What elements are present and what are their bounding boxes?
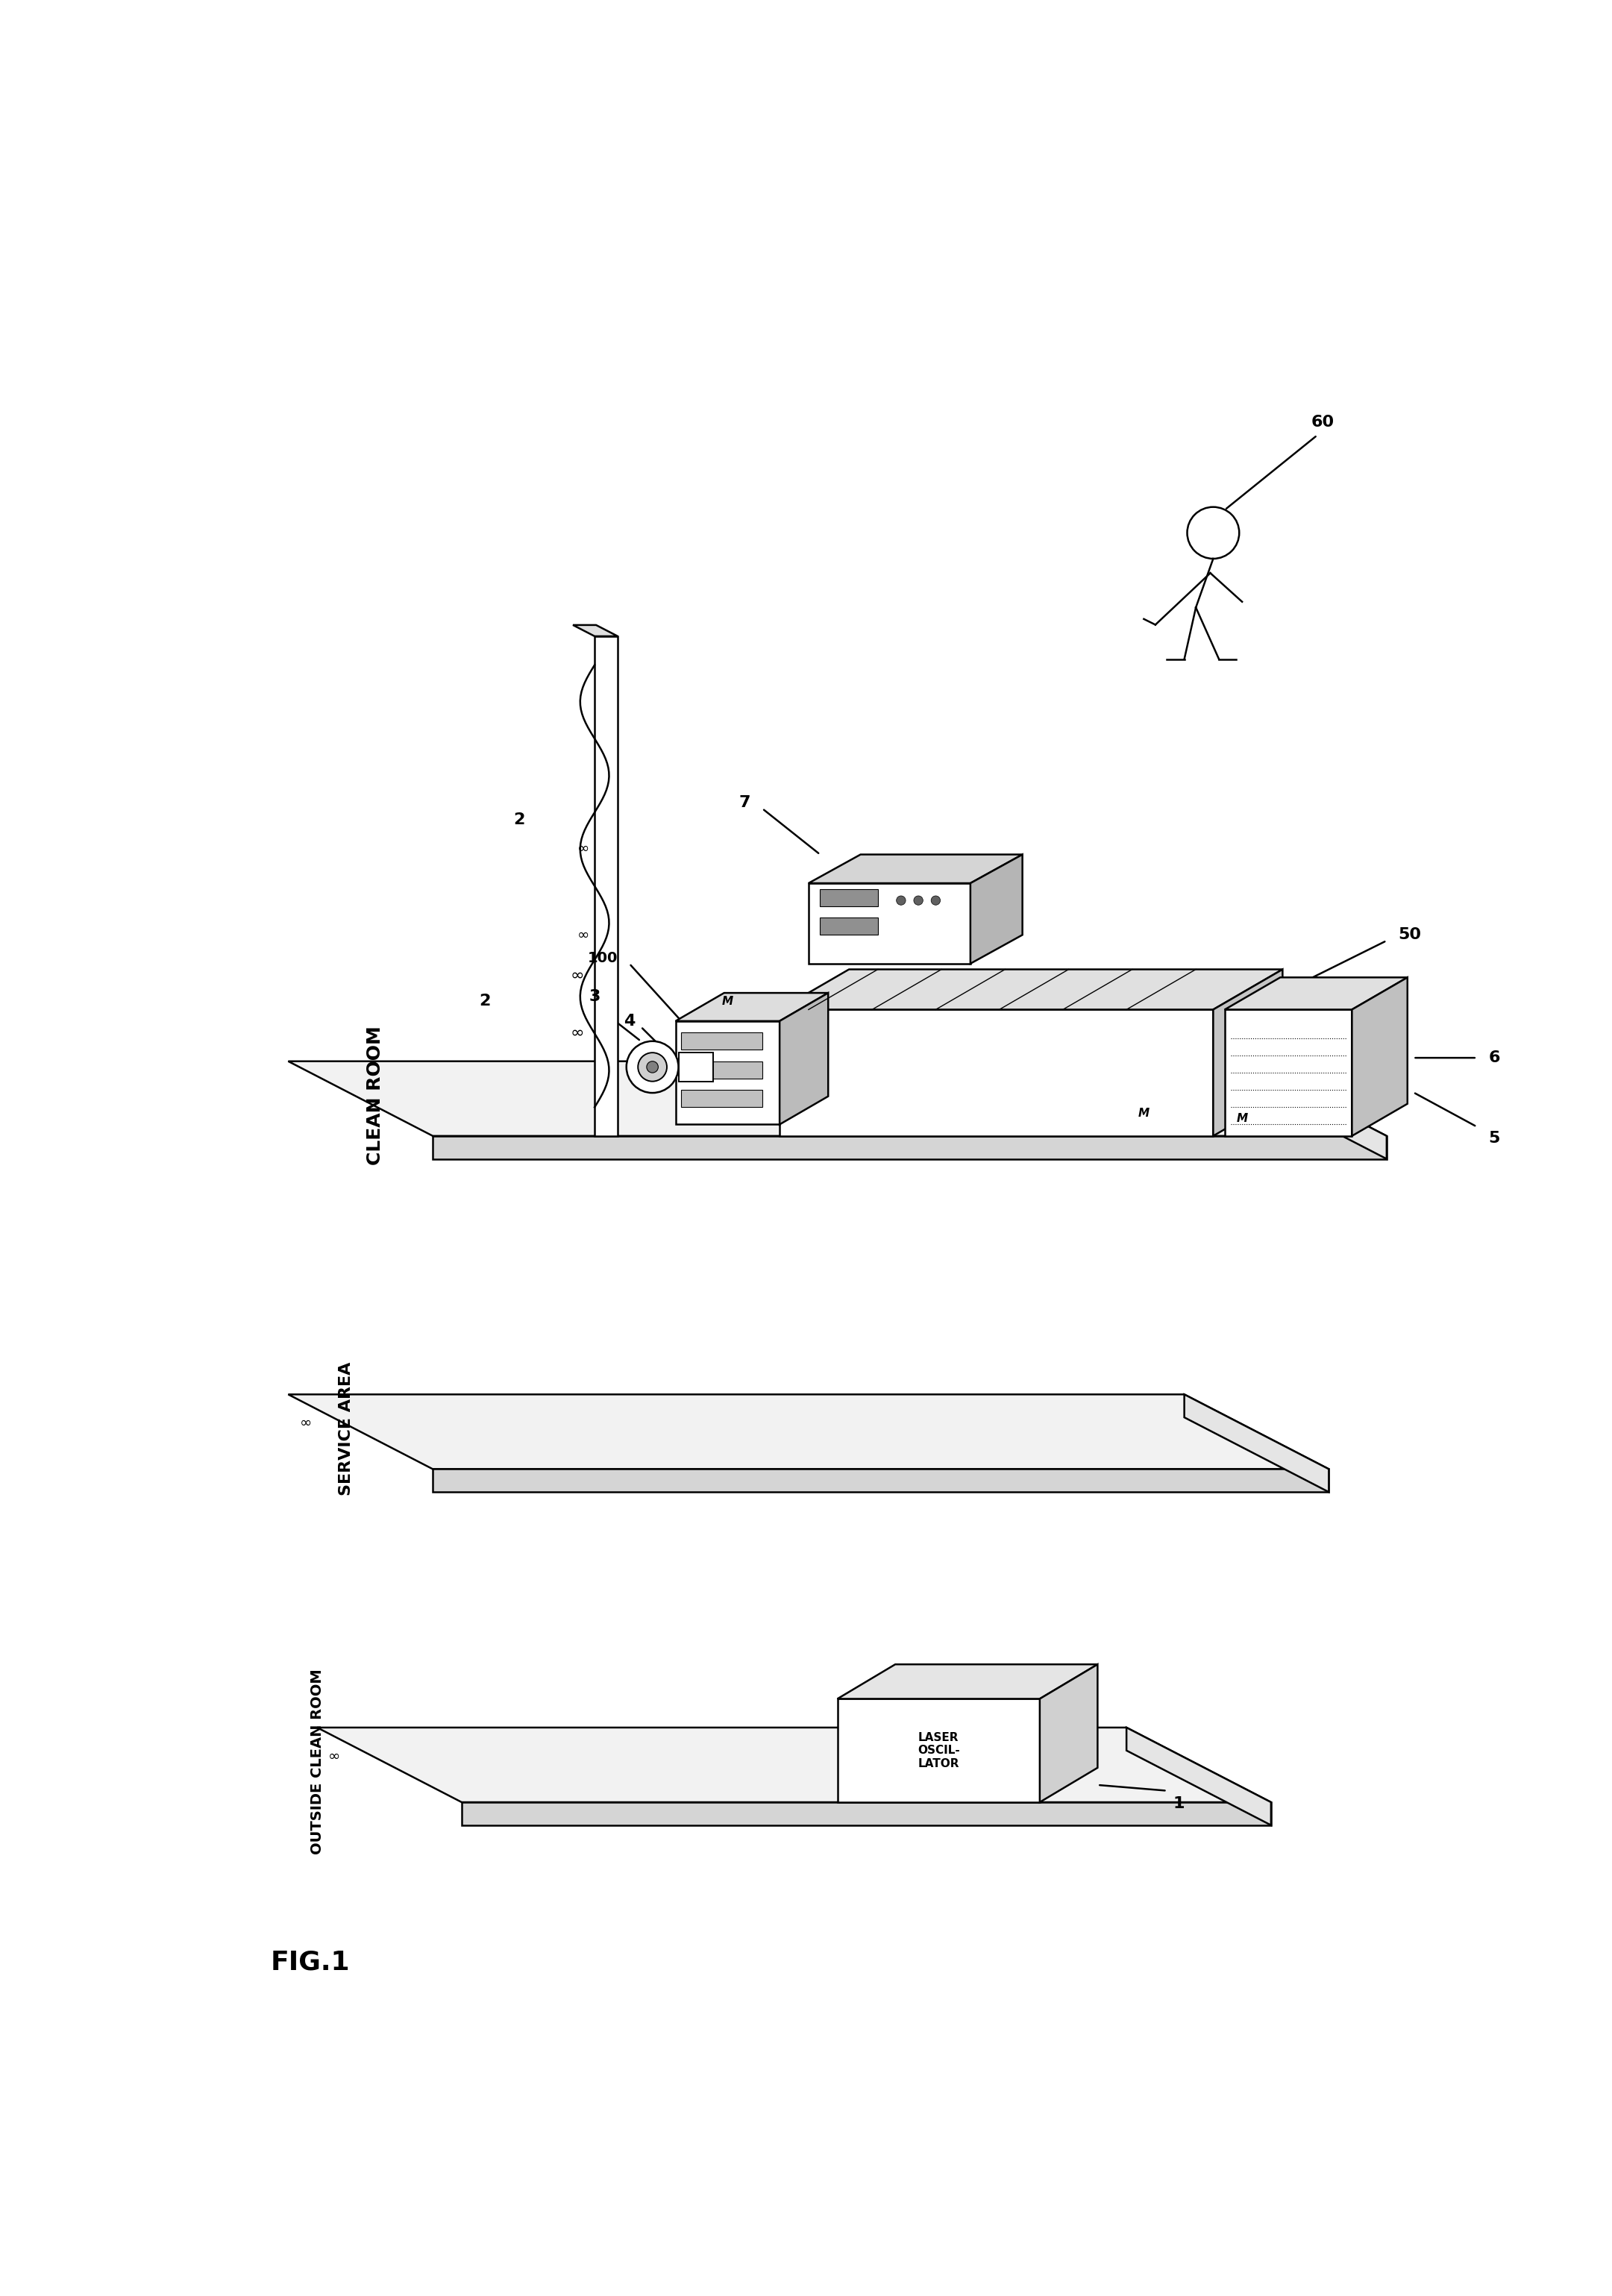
Polygon shape xyxy=(780,1010,1214,1137)
Text: 50: 50 xyxy=(1398,928,1422,941)
Bar xyxy=(821,889,879,907)
Polygon shape xyxy=(432,1469,1328,1492)
Circle shape xyxy=(896,895,906,905)
Text: 6: 6 xyxy=(1488,1049,1499,1065)
Polygon shape xyxy=(780,992,829,1125)
Circle shape xyxy=(1186,507,1240,558)
Polygon shape xyxy=(1127,1727,1270,1825)
Polygon shape xyxy=(318,1727,1270,1802)
Polygon shape xyxy=(675,1022,780,1125)
Text: 5: 5 xyxy=(1488,1130,1499,1146)
Bar xyxy=(679,1052,713,1081)
Text: 7: 7 xyxy=(740,794,751,810)
Bar xyxy=(682,1091,762,1107)
Polygon shape xyxy=(809,854,1022,884)
Polygon shape xyxy=(1243,1061,1386,1159)
Circle shape xyxy=(627,1040,679,1093)
Polygon shape xyxy=(289,1061,1386,1137)
Polygon shape xyxy=(675,992,829,1022)
Text: 2: 2 xyxy=(479,994,490,1008)
Text: ∞: ∞ xyxy=(571,1024,584,1040)
Polygon shape xyxy=(809,884,970,964)
Circle shape xyxy=(646,1061,658,1072)
Circle shape xyxy=(638,1052,667,1081)
Polygon shape xyxy=(837,1699,1040,1802)
Text: M: M xyxy=(1138,1107,1149,1118)
Text: ∞: ∞ xyxy=(577,928,588,941)
Polygon shape xyxy=(432,1137,1386,1159)
Polygon shape xyxy=(572,625,617,636)
Text: LASER
OSCIL-
LATOR: LASER OSCIL- LATOR xyxy=(917,1731,959,1770)
Polygon shape xyxy=(1214,969,1283,1137)
Text: OUTSIDE CLEAN ROOM: OUTSIDE CLEAN ROOM xyxy=(310,1669,324,1855)
Text: M: M xyxy=(722,996,733,1008)
Text: FIG.1: FIG.1 xyxy=(271,1949,350,1975)
Polygon shape xyxy=(1040,1665,1098,1802)
Text: ∞: ∞ xyxy=(577,843,588,856)
Circle shape xyxy=(914,895,924,905)
Polygon shape xyxy=(595,636,617,1137)
Text: 100: 100 xyxy=(588,951,617,964)
Polygon shape xyxy=(1352,978,1407,1137)
Text: 1: 1 xyxy=(1172,1795,1185,1812)
Text: ∞: ∞ xyxy=(300,1417,311,1430)
Polygon shape xyxy=(780,969,1283,1010)
Text: 4: 4 xyxy=(624,1013,635,1029)
Polygon shape xyxy=(461,1802,1270,1825)
Text: M: M xyxy=(1236,1114,1248,1125)
Polygon shape xyxy=(837,1665,1098,1699)
Polygon shape xyxy=(970,854,1022,964)
Text: SERVICE AREA: SERVICE AREA xyxy=(339,1362,353,1495)
Text: 3: 3 xyxy=(588,990,600,1003)
Text: ∞: ∞ xyxy=(571,967,584,983)
Text: 2: 2 xyxy=(514,813,526,827)
Circle shape xyxy=(932,895,940,905)
Polygon shape xyxy=(1185,1394,1328,1492)
Bar xyxy=(682,1061,762,1079)
Bar xyxy=(821,918,879,934)
Text: ∞: ∞ xyxy=(329,1750,340,1763)
Bar xyxy=(682,1033,762,1049)
Polygon shape xyxy=(1225,978,1407,1010)
Polygon shape xyxy=(289,1394,1328,1469)
Text: 60: 60 xyxy=(1312,416,1335,429)
Polygon shape xyxy=(1225,1010,1352,1137)
Text: CLEAN ROOM: CLEAN ROOM xyxy=(366,1026,384,1166)
